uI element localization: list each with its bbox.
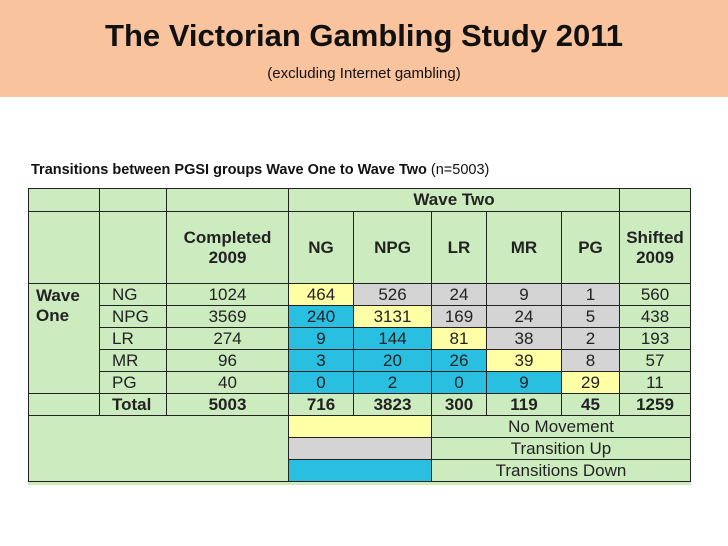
shifted-header-line1: Shifted [626,227,684,247]
caption-bold: Transitions between PGSI groups Wave One… [31,162,427,178]
completed-cell: 3569 [166,305,289,328]
table-cell: 26 [431,349,487,372]
table-cell: 2 [353,371,432,394]
completed-cell: 1024 [166,283,289,306]
shifted-header-line2: 2009 [636,247,674,267]
legend-swatch-no-movement [288,415,432,438]
table-cell: 29 [561,371,620,394]
corner-cell [99,188,167,212]
title-banner: The Victorian Gambling Study 2011 (exclu… [0,0,728,97]
total-cell: 716 [288,393,354,416]
slide-subtitle: (excluding Internet gambling) [267,65,461,82]
table-cell: 38 [486,327,562,350]
total-cell: 45 [561,393,620,416]
table-cell: 8 [561,349,620,372]
transition-table: Wave Two Completed 2009 NG NPG LR MR PG S… [28,188,691,482]
completed-header: Completed 2009 [166,211,289,284]
table-cell: 5 [561,305,620,328]
shifted-cell: 57 [619,349,691,372]
column-header-npg: NPG [353,211,432,284]
table-cell: 9 [486,371,562,394]
column-header-lr: LR [431,211,487,284]
table-cell: 39 [486,349,562,372]
corner-cell [99,211,167,284]
legend-blank [28,415,289,482]
shifted-cell: 11 [619,371,691,394]
row-label-npg: NPG [99,305,167,328]
total-completed-cell: 5003 [166,393,289,416]
slide-title: The Victorian Gambling Study 2011 [105,18,623,53]
table-cell: 2 [561,327,620,350]
completed-header-line2: 2009 [208,247,247,267]
table-cell: 9 [288,327,354,350]
total-shifted-cell: 1259 [619,393,691,416]
completed-header-line1: Completed [183,227,272,247]
table-cell: 81 [431,327,487,350]
table-cell: 3131 [353,305,432,328]
table-cell: 24 [486,305,562,328]
total-empty-cell [28,393,100,416]
completed-cell: 274 [166,327,289,350]
total-cell: 3823 [353,393,432,416]
table-cell: 169 [431,305,487,328]
shifted-cell: 193 [619,327,691,350]
legend-swatch-transitions-down [288,459,432,482]
row-label-total: Total [99,393,167,416]
wave-one-header: Wave One [28,283,100,394]
table-cell: 240 [288,305,354,328]
wave-one-line1: Wave [36,286,80,305]
table-caption: Transitions between PGSI groups Wave One… [31,162,489,178]
completed-cell: 40 [166,371,289,394]
legend-label-transitions-down: Transitions Down [431,459,691,482]
wave-one-line2: One [36,306,70,325]
table-cell: 24 [431,283,487,306]
row-label-ng: NG [99,283,167,306]
row-label-lr: LR [99,327,167,350]
table-cell: 144 [353,327,432,350]
shifted-cell: 560 [619,283,691,306]
transition-table-container: Wave Two Completed 2009 NG NPG LR MR PG S… [28,188,691,485]
caption-n: (n=5003) [430,162,490,178]
table-cell: 0 [431,371,487,394]
row-label-mr: MR [99,349,167,372]
wave-two-header: Wave Two [288,188,620,212]
completed-cell: 96 [166,349,289,372]
shifted-header-top [619,188,691,212]
total-cell: 300 [431,393,487,416]
shifted-cell: 438 [619,305,691,328]
table-cell: 20 [353,349,432,372]
table-cell: 9 [486,283,562,306]
legend-swatch-transition-up [288,437,432,460]
total-cell: 119 [486,393,562,416]
corner-cell [28,211,100,284]
legend-label-no-movement: No Movement [431,415,691,438]
table-cell: 0 [288,371,354,394]
table-cell: 3 [288,349,354,372]
column-header-pg: PG [561,211,620,284]
table-cell: 1 [561,283,620,306]
column-header-ng: NG [288,211,354,284]
table-cell: 526 [353,283,432,306]
legend-label-transition-up: Transition Up [431,437,691,460]
shifted-header: Shifted 2009 [619,211,691,284]
completed-header-top [166,188,289,212]
row-label-pg: PG [99,371,167,394]
corner-cell [28,188,100,212]
column-header-mr: MR [486,211,562,284]
table-cell: 464 [288,283,354,306]
